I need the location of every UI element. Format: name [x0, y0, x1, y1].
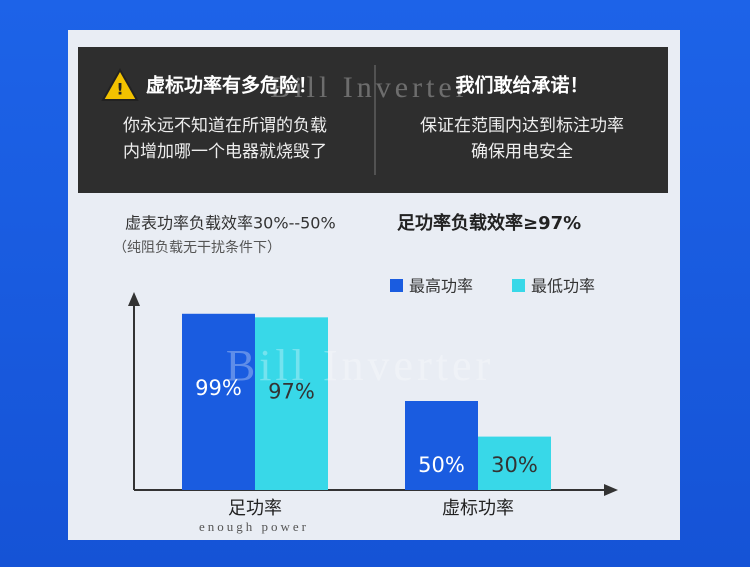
header-line: 你永远不知道在所谓的负载	[123, 116, 327, 136]
arrow	[604, 484, 618, 496]
warning-mark: !	[116, 80, 123, 99]
legend-swatch	[390, 279, 403, 292]
arrow	[128, 292, 140, 306]
warning-icon	[101, 67, 139, 101]
watermark: Bill Inverter	[226, 341, 494, 390]
header-line: 内增加哪一个电器就烧毁了	[123, 142, 327, 162]
bar	[182, 313, 255, 490]
bar	[478, 436, 551, 490]
header-title: 我们敢给承诺！	[455, 74, 588, 97]
category-note: enough power	[199, 519, 309, 534]
bar	[255, 317, 328, 490]
header-title: 虚标功率有多危险！	[146, 74, 317, 97]
header-box	[78, 47, 668, 193]
legend-label: 最低功率	[531, 277, 595, 296]
header-line: 保证在范围内达到标注功率	[420, 116, 624, 136]
x-tick-label: 足功率	[228, 498, 282, 519]
value-label: 50%	[418, 453, 465, 477]
x-tick-label: 虚标功率	[442, 498, 514, 519]
note: （纯阻负载无干扰条件下）	[113, 239, 281, 256]
legend-swatch	[512, 279, 525, 292]
subtitle: 虚表功率负载效率30%--50%	[125, 214, 336, 233]
watermark: Bill Inverter	[270, 71, 469, 104]
value-label: 30%	[491, 453, 538, 477]
value-label: 99%	[195, 376, 242, 400]
value-label: 97%	[268, 379, 315, 403]
header-line: 确保用电安全	[471, 142, 573, 162]
subtitle: 足功率负载效率≥97%	[397, 212, 581, 234]
bar	[405, 401, 478, 490]
legend-label: 最高功率	[409, 277, 473, 296]
